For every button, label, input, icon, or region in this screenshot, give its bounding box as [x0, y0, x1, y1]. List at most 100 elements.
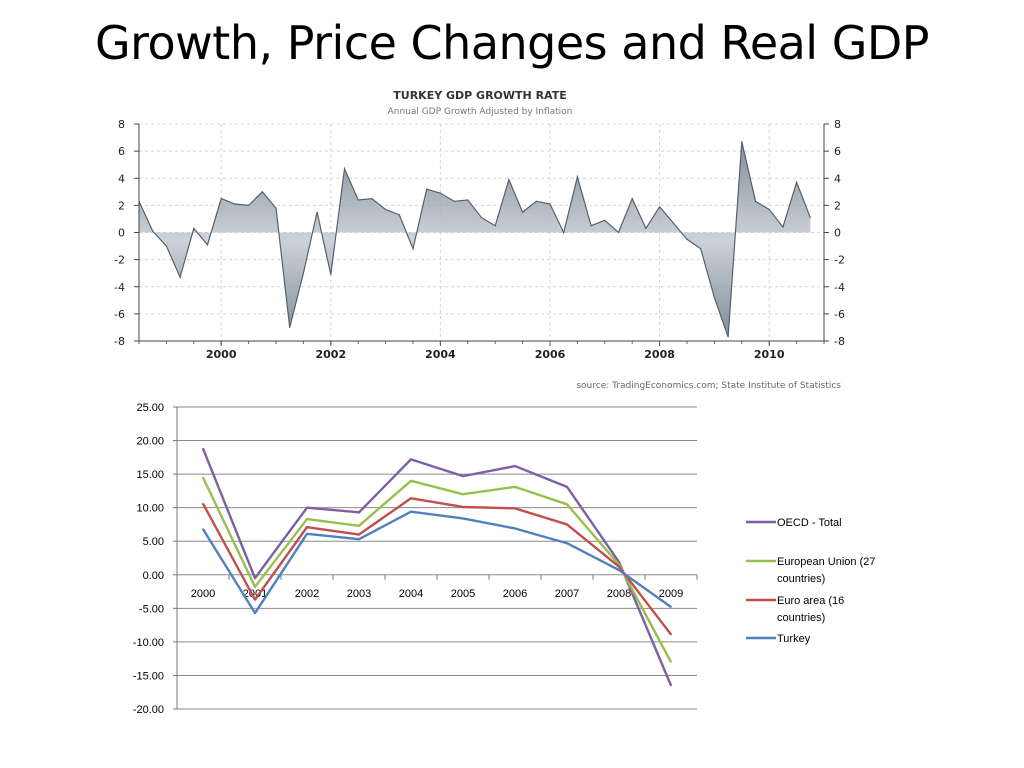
- data-point: [302, 272, 304, 274]
- y-axis-left: 8 6 4 2 0 -2 -4 -6 -8: [114, 118, 139, 348]
- y-tick-label-left: 8: [118, 118, 125, 131]
- y-tick-label-left: 0: [118, 227, 125, 240]
- y-tick-label: 20.00: [136, 436, 164, 448]
- y-tick-label-left: 4: [118, 172, 125, 185]
- x-tick-label: 2002: [315, 348, 346, 361]
- y-tick-label-right: 6: [834, 145, 841, 158]
- data-point: [686, 238, 688, 240]
- series-line: [201, 510, 672, 615]
- chart-gridlines: [176, 406, 697, 710]
- data-point: [480, 216, 483, 219]
- data-point: [809, 216, 811, 219]
- data-point: [254, 612, 256, 614]
- data-point: [670, 606, 672, 608]
- legend-label: OECD - Total: [777, 517, 842, 529]
- data-point: [254, 586, 256, 588]
- real-gdp-comparison-chart: 25.00 20.00 15.00 10.00 5.00 0.00 -5.00 -10.00 -…: [133, 402, 876, 716]
- data-point: [659, 206, 661, 208]
- y-tick-label-left: -6: [114, 308, 125, 321]
- y-tick-label: 5.00: [143, 536, 164, 548]
- x-tick-label: 2009: [659, 588, 683, 600]
- data-point: [670, 684, 672, 687]
- data-point: [358, 511, 360, 514]
- y-tick-label: -5.00: [139, 603, 164, 615]
- y-tick-label: 15.00: [136, 469, 164, 481]
- data-point: [202, 476, 204, 479]
- y-tick-label: 10.00: [136, 503, 164, 515]
- data-point: [261, 191, 263, 193]
- data-point: [306, 518, 308, 520]
- data-point: [462, 517, 464, 520]
- data-point: [462, 493, 464, 496]
- legend-label: European Union (27 countries): [777, 556, 875, 585]
- series-2: [201, 497, 672, 636]
- series-3: [201, 510, 672, 615]
- x-tick-label: 2000: [191, 588, 215, 600]
- slide-title: Growth, Price Changes and Real GDP: [94, 16, 930, 70]
- data-point: [590, 225, 592, 227]
- data-point: [467, 199, 469, 201]
- data-point: [566, 523, 568, 526]
- x-tick-label: 2000: [206, 348, 237, 361]
- chart-legend: OECD - Total European Union (27 countries)…: [746, 517, 875, 645]
- data-point: [371, 197, 373, 200]
- y-tick-label-right: 0: [834, 227, 841, 240]
- legend-item: Euro area (16 countries): [746, 595, 844, 624]
- data-point: [535, 200, 537, 202]
- data-point: [617, 231, 620, 234]
- data-point: [754, 200, 757, 202]
- y-tick-label-right: -4: [834, 281, 845, 294]
- legend-label: Euro area (16 countries): [777, 595, 844, 624]
- y-tick-label-left: -2: [114, 254, 125, 267]
- data-point: [727, 336, 729, 338]
- data-point: [462, 506, 464, 508]
- data-point: [410, 480, 412, 482]
- x-tick-label: 2006: [535, 348, 566, 361]
- data-point: [672, 222, 674, 224]
- data-point: [193, 227, 195, 230]
- data-point: [514, 486, 516, 488]
- x-tick-label: 2008: [607, 588, 631, 600]
- y-tick-label-right: -6: [834, 308, 845, 321]
- series-line: [201, 448, 673, 686]
- y-tick-label-left: 6: [118, 145, 125, 158]
- data-point: [514, 465, 516, 467]
- y-tick-label: -10.00: [133, 637, 164, 649]
- y-tick-label-right: 8: [834, 118, 841, 131]
- data-point: [412, 248, 414, 250]
- series-lines: [201, 447, 673, 687]
- data-point: [358, 538, 360, 541]
- x-tick-label: 2005: [451, 588, 475, 600]
- data-point: [796, 181, 798, 183]
- y-tick-label-left: 2: [118, 199, 125, 212]
- y-tick-label-right: -8: [834, 335, 845, 348]
- growth-area-series: [138, 141, 811, 338]
- data-point: [462, 475, 464, 477]
- data-point: [202, 528, 204, 530]
- legend-label: Turkey: [777, 633, 811, 645]
- growth-line: [138, 141, 811, 338]
- data-point: [618, 569, 620, 571]
- data-point: [306, 533, 308, 535]
- data-point: [508, 179, 510, 181]
- data-point: [439, 192, 441, 194]
- data-point: [306, 526, 308, 528]
- data-point: [604, 219, 606, 221]
- data-point: [670, 633, 672, 636]
- x-axis: 2000 2001 2002 2003 2004 2005 2006 2007 2008 2009: [176, 574, 698, 600]
- data-point: [453, 200, 455, 202]
- data-point: [514, 527, 516, 530]
- data-point: [410, 497, 412, 500]
- data-point: [306, 506, 308, 509]
- data-point: [522, 211, 524, 213]
- x-tick-label: 2006: [503, 588, 527, 600]
- data-point: [254, 577, 256, 579]
- x-tick-label: 2008: [644, 348, 675, 361]
- y-tick-label-left: -4: [114, 281, 125, 294]
- series-line: [201, 497, 672, 636]
- data-point: [549, 203, 551, 205]
- data-point: [631, 197, 633, 200]
- x-tick-label: 2004: [425, 348, 456, 361]
- series-line: [201, 476, 673, 663]
- data-point: [700, 248, 702, 250]
